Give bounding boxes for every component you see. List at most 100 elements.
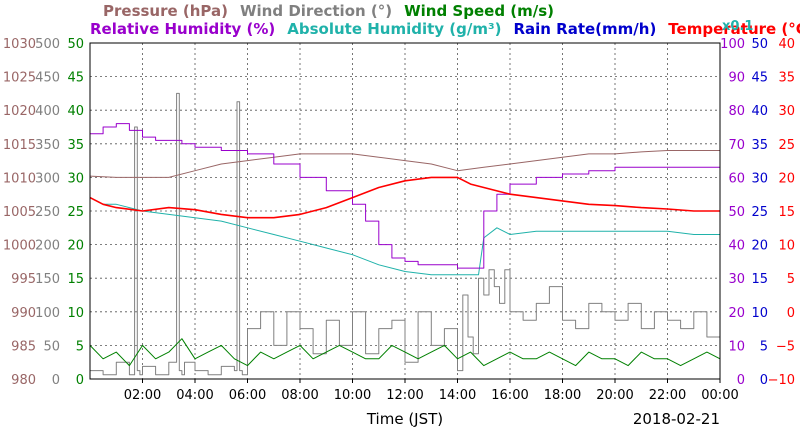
tick-label-rain_rate: 0 [760,373,768,388]
tick-label-rel_humidity: 90 [728,71,745,86]
tick-label-wind_dir: 250 [35,205,60,220]
x-tick-label: 18:00 [544,388,581,403]
tick-label-temperature: −10 [768,373,795,388]
right-axes: 0102030405060708090100051015202530354045… [720,37,795,388]
tick-label-pressure: 1020 [3,104,36,119]
tick-label-wind_speed: 25 [67,205,84,220]
x-tick-label: 22:00 [649,388,686,403]
tick-label-wind_dir: 300 [35,171,60,186]
series-line-pressure [89,150,720,178]
tick-label-wind_speed: 15 [67,272,84,287]
tick-label-rain_rate: 45 [751,71,768,86]
tick-label-wind_speed: 10 [67,306,84,321]
tick-label-rel_humidity: 70 [728,138,745,153]
tick-label-rain_rate: 5 [760,339,768,354]
x-tick-label: 08:00 [281,388,318,403]
tick-label-temperature: 10 [778,239,795,254]
tick-label-pressure: 1030 [3,37,36,52]
x-axis-title: Time (JST) [366,410,443,428]
legend-rel_humidity: Relative Humidity (%) [90,20,275,38]
tick-label-wind_dir: 150 [35,272,60,287]
tick-label-rain_rate: 20 [751,239,768,254]
tick-label-temperature: 30 [778,104,795,119]
x-tick-label: 12:00 [386,388,423,403]
tick-label-wind_speed: 45 [67,71,84,86]
series-line-temperature [89,176,720,219]
tick-label-pressure: 1000 [3,239,36,254]
tick-label-pressure: 1005 [3,205,36,220]
x-tick-label: 10:00 [334,388,371,403]
tick-label-wind_speed: 35 [67,138,84,153]
legend-wind_speed: Wind Speed (m/s) [404,2,554,20]
left-axes: 9809859909951000100510101015102010251030… [3,37,84,388]
legend-wind_dir: Wind Direction (°) [240,2,392,20]
x-tick-label: 00:00 [701,388,738,403]
tick-label-rel_humidity: 80 [728,104,745,119]
tick-label-rel_humidity: 20 [728,306,745,321]
legend-abs-humidity-scale: x0.1 [722,19,753,34]
tick-label-rain_rate: 15 [751,272,768,287]
tick-label-rain_rate: 30 [751,171,768,186]
x-tick-label: 06:00 [229,388,266,403]
tick-label-wind_dir: 450 [35,71,60,86]
tick-label-wind_dir: 50 [43,339,60,354]
chart-date: 2018-02-21 [633,410,720,428]
tick-label-temperature: 15 [778,205,795,220]
tick-label-temperature: 20 [778,171,795,186]
tick-label-wind_dir: 0 [52,373,60,388]
tick-label-temperature: 40 [778,37,795,52]
tick-label-temperature: 25 [778,138,795,153]
series-line-abs_humidity [89,197,720,276]
tick-label-rel_humidity: 10 [728,339,745,354]
tick-label-temperature: 5 [787,272,795,287]
tick-label-rel_humidity: 30 [728,272,745,287]
tick-label-rain_rate: 35 [751,138,768,153]
tick-label-rel_humidity: 40 [728,239,745,254]
tick-label-wind_speed: 5 [76,339,84,354]
tick-label-pressure: 990 [11,306,36,321]
legend-rain_rate: Rain Rate(mm/h) [513,20,656,38]
tick-label-wind_speed: 20 [67,239,84,254]
legend-row-1: Pressure (hPa) Wind Direction (°) Wind Spe… [103,2,554,20]
tick-label-temperature: 0 [787,306,795,321]
x-tick-label: 14:00 [439,388,476,403]
tick-label-temperature: 35 [778,71,795,86]
tick-label-rel_humidity: 50 [728,205,745,220]
tick-label-pressure: 985 [11,339,36,354]
tick-label-wind_dir: 500 [35,37,60,52]
tick-label-rain_rate: 25 [751,205,768,220]
legend-pressure: Pressure (hPa) [103,2,228,20]
tick-label-wind_speed: 40 [67,104,84,119]
tick-label-rain_rate: 10 [751,306,768,321]
tick-label-rain_rate: 50 [751,37,768,52]
tick-label-wind_dir: 350 [35,138,60,153]
x-tick-label: 20:00 [596,388,633,403]
series-line-rel_humidity [90,123,721,269]
tick-label-rel_humidity: 100 [720,37,745,52]
legend-row-2: Relative Humidity (%) Absolute Humidity (… [90,19,800,38]
tick-label-wind_dir: 400 [35,104,60,119]
tick-label-pressure: 1010 [3,171,36,186]
x-tick-label: 02:00 [124,388,161,403]
x-tick-label: 04:00 [176,388,213,403]
tick-label-pressure: 1025 [3,71,36,86]
tick-label-wind_speed: 0 [76,373,84,388]
tick-label-pressure: 980 [11,373,36,388]
tick-label-rel_humidity: 60 [728,171,745,186]
tick-label-wind_speed: 30 [67,171,84,186]
tick-label-wind_dir: 100 [35,306,60,321]
series-line-wind_dir [90,92,721,376]
tick-label-wind_dir: 200 [35,239,60,254]
tick-label-wind_speed: 50 [67,37,84,52]
tick-label-temperature: −5 [776,339,795,354]
tick-label-pressure: 995 [11,272,36,287]
series-line-wind_speed [89,338,721,367]
tick-label-pressure: 1015 [3,138,36,153]
x-tick-label: 16:00 [491,388,528,403]
tick-label-rel_humidity: 0 [737,373,745,388]
x-axis: 02:00 04:00 06:00 08:00 10:00 12:00 14:00 16:00… [124,379,739,403]
legend-temperature: Temperature (°C) [668,20,800,38]
